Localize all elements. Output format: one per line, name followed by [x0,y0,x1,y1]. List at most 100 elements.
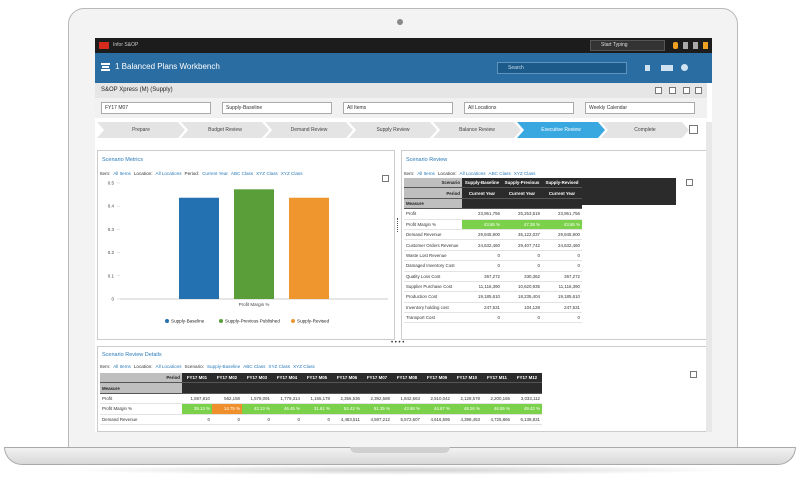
filter-dropdown[interactable]: All Items [343,102,453,114]
process-step[interactable]: Demand Review [265,122,353,138]
cell: 4,725,866 [482,414,512,425]
copy-icon[interactable] [690,371,697,378]
expand-icon[interactable] [683,87,690,94]
cell: 0 [462,312,502,324]
filter-link[interactable]: XYZ Class [280,171,303,176]
refresh-icon[interactable] [655,87,662,94]
header-filler [182,382,212,394]
cell: 1,842,563 [392,393,422,405]
menu-button[interactable] [101,63,110,71]
filter-link[interactable]: All Items [113,364,131,369]
process-step[interactable]: Complete [601,122,689,138]
header-search[interactable]: Search [497,62,627,74]
filter-link[interactable]: ABC Class [230,171,254,176]
filter-link[interactable]: All Locations [155,364,182,369]
copy-icon[interactable] [382,175,389,182]
process-step[interactable]: Balance Review [433,122,521,138]
cell: 2,200,165 [482,393,512,405]
settings-icon[interactable] [681,64,688,71]
scenario-review-details-table: Period FY17 M01 FY17 M02 FY17 M03 FY17 M04 FY… [100,373,542,425]
edit-icon[interactable] [669,87,676,94]
filter-dropdown[interactable]: Weekly Calendar [585,102,695,114]
column-header[interactable]: Current Year [462,187,502,199]
column-header[interactable]: Supply-Previous [502,178,542,189]
scrollbar[interactable] [706,122,712,432]
scenario-review-table: Scenario Supply-Baseline Supply-Previous Su… [404,178,582,324]
help-icon[interactable] [645,65,650,71]
user-badge[interactable] [661,65,673,71]
column-header[interactable]: FY17 M06 [332,373,362,384]
cell: 11,116,390 [462,281,502,293]
filter-label: Item: [100,171,111,176]
column-header[interactable]: Supply-Revised [542,178,582,189]
table-row: Profit 23,951,756 25,253,519 23,951,756 [404,208,582,220]
table-row: Profit Margin % 39.13 % 14.75 % 43.13 % 46.4… [100,403,542,415]
filter-dropdown[interactable]: Supply-Baseline [222,102,332,114]
process-step[interactable]: Prepare [97,122,185,138]
column-header[interactable]: FY17 M11 [482,373,512,384]
cell: 24,632,460 [462,239,502,251]
filter-label: Scenario: [184,364,204,369]
filter-link[interactable]: All Items [113,171,131,176]
splitter[interactable] [397,218,400,232]
column-header[interactable]: FY17 M07 [362,373,392,384]
cell: 46.55 % [482,403,512,415]
column-header[interactable]: FY17 M10 [452,373,482,384]
column-header[interactable]: FY17 M05 [302,373,332,384]
cell: 1,779,314 [272,393,302,405]
filter-link[interactable]: XYZ Class [513,171,536,176]
filter-link[interactable]: All Locations [155,171,182,176]
copy-icon[interactable] [686,179,693,186]
column-header[interactable]: FY17 M09 [422,373,452,384]
cell: 367,272 [462,271,502,282]
filter-link[interactable]: ABC Class [243,364,266,369]
table-row: Supplier Purchase Cost 11,116,390 10,620,9… [404,281,582,293]
cell: 2,392,588 [362,393,392,405]
header-label: Measure [404,198,462,210]
column-header[interactable]: FY17 M12 [512,373,542,384]
filter-link[interactable]: XYZ Class [256,171,278,176]
bookmark-icon[interactable] [693,42,698,49]
column-header[interactable]: FY17 M02 [212,373,242,384]
process-step[interactable]: Supply Review [349,122,437,138]
filter-link[interactable]: Current Year [202,171,228,176]
collapse-icon[interactable] [703,42,708,49]
filter-link[interactable]: ABC Class [488,171,511,176]
column-header[interactable]: FY17 M04 [272,373,302,384]
filter-link[interactable]: XYZ Class [293,364,315,369]
filter-link[interactable]: XYZ Class [268,364,291,369]
filter-link[interactable]: Supply-Baseline [206,364,241,369]
column-header[interactable]: FY17 M08 [392,373,422,384]
cell: 19,185,610 [462,291,502,303]
splitter[interactable]: • • • • [391,340,405,346]
column-header[interactable]: FY17 M01 [182,373,212,384]
global-search[interactable]: Start Typing [590,40,665,51]
column-header[interactable]: Current Year [502,187,542,199]
header-filler [502,198,542,210]
filter-link[interactable]: All Locations [459,171,486,176]
filter-dropdown[interactable]: All Locations [464,102,574,114]
process-step[interactable]: Executive Review [517,122,605,138]
menu-bar [102,66,109,68]
cell: 0 [542,260,582,272]
table-row: Inventory holding cost 247,531 104,128 247,… [404,302,582,314]
cell: 19,185,610 [542,291,582,303]
chart: 0 0.1 0.2 0.3 0.4 0.5 Profit Margin % Supply-Ba… [108,181,388,324]
filter-link[interactable]: All Items [417,171,435,176]
column-header[interactable]: Current Year [542,187,582,199]
laptop-shadow [60,465,740,475]
column-header[interactable]: Supply-Baseline [462,178,502,189]
cell: 31.61 % [302,403,332,415]
process-step[interactable]: Budget Review [181,122,269,138]
filter-dropdown[interactable]: FY17 M07 [101,102,211,114]
user-icon[interactable] [673,42,678,49]
logo[interactable] [99,42,109,49]
filter-label: Location: [437,171,457,176]
doc-icon[interactable] [683,42,688,49]
more-icon[interactable] [695,87,702,94]
copy-icon[interactable] [689,125,698,134]
y-tick-label: 0.2 [108,250,115,255]
column-header[interactable]: FY17 M03 [242,373,272,384]
bar [289,197,329,299]
cell: 24,632,460 [542,239,582,251]
